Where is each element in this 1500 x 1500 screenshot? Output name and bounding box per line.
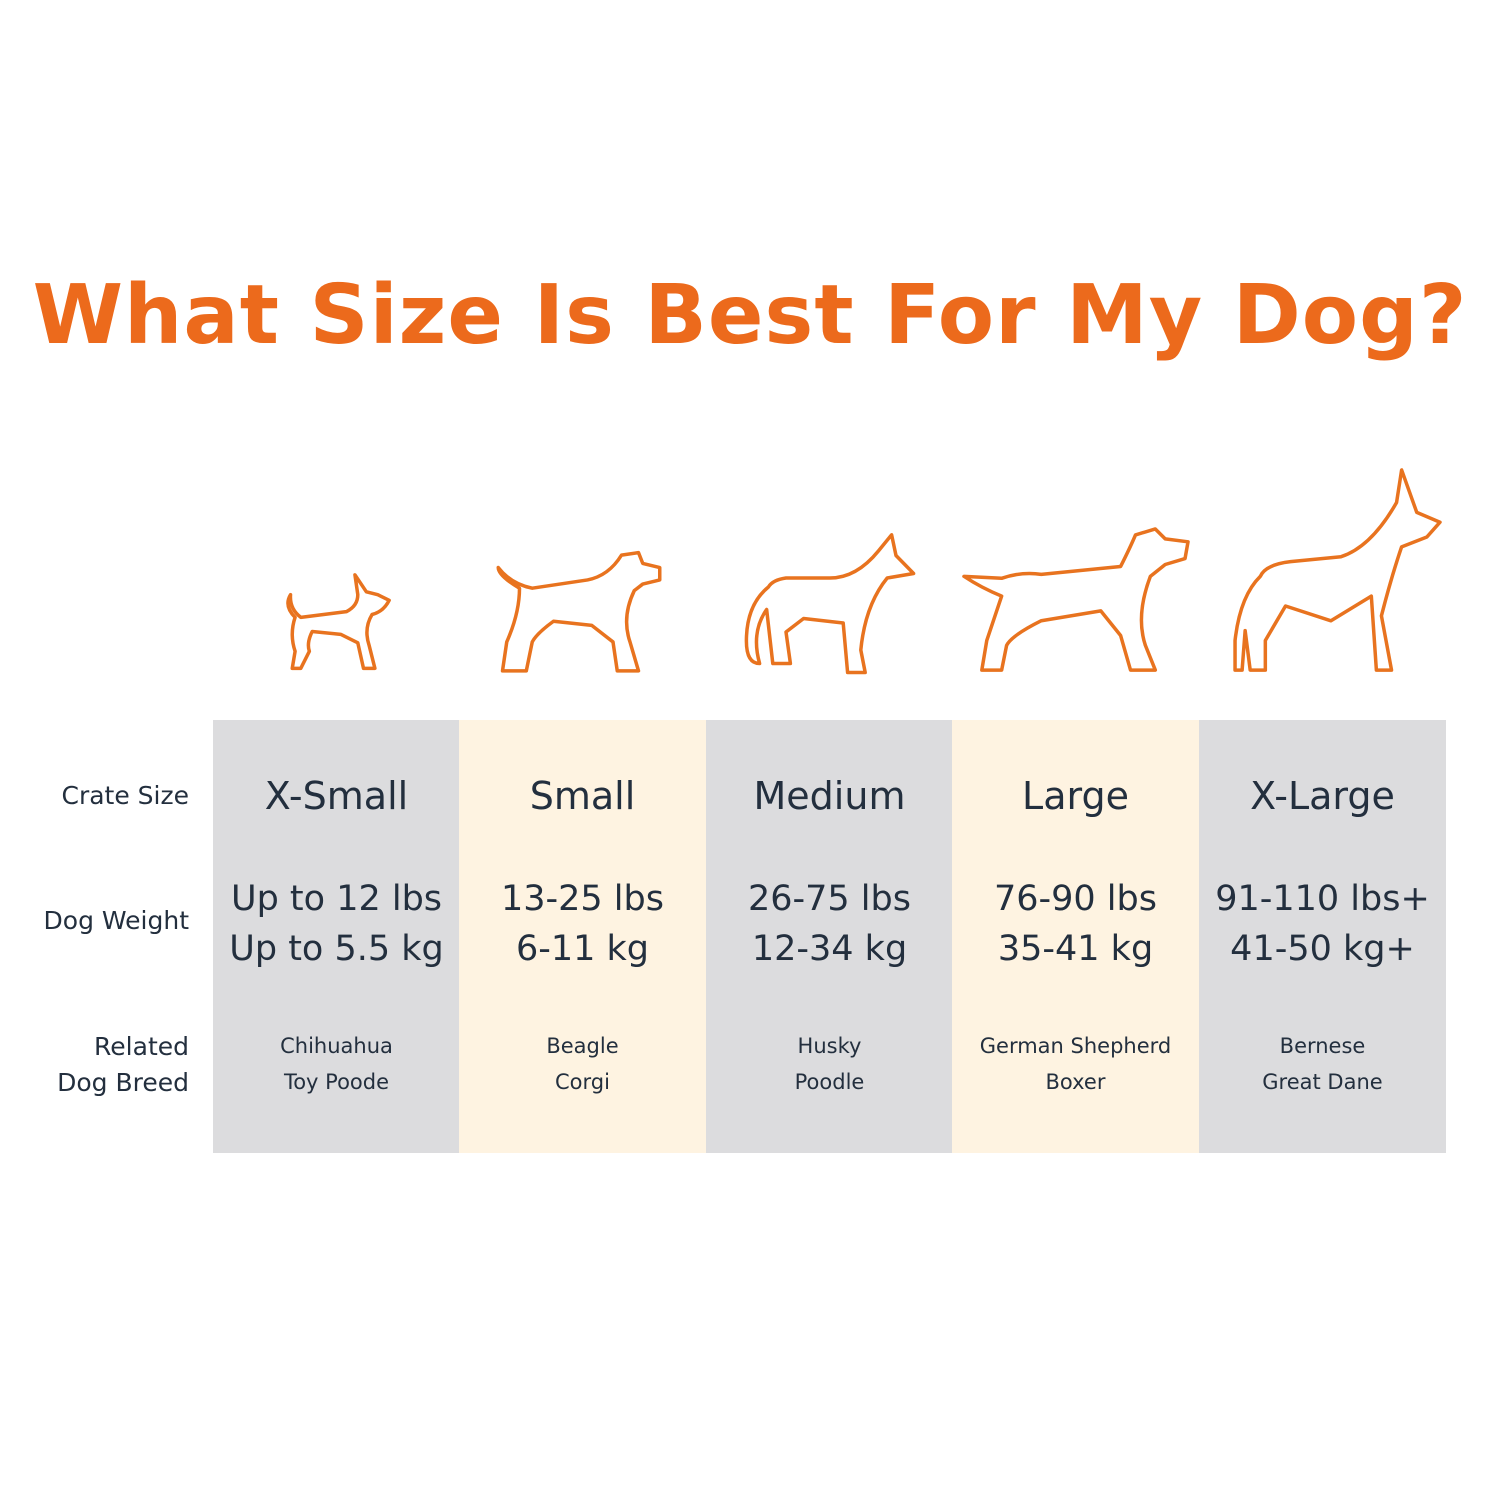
related-breeds: German Shepherd Boxer [952,1028,1199,1100]
crate-size: Large [1022,774,1129,818]
row-label-dog-weight: Dog Weight [43,906,189,935]
dog-weight: Up to 12 lbs Up to 5.5 kg [213,874,460,974]
beagle-outline-icon [494,551,664,675]
size-column-large: Large 76-90 lbs 35-41 kg German Shepherd B… [952,720,1199,1153]
weight-lbs: Up to 12 lbs [230,879,443,919]
weight-kg: 6-11 kg [515,929,650,969]
breed: Toy Poode [283,1070,390,1094]
breed: Great Dane [1262,1070,1383,1094]
row-label-breed-line1: Related [94,1032,189,1061]
breed: Poodle [794,1070,865,1094]
weight-lbs: 76-90 lbs [993,879,1157,919]
weight-lbs: 91-110 lbs+ [1215,879,1430,919]
size-column-xlarge: X-Large 91-110 lbs+ 41-50 kg+ Bernese Grea… [1199,720,1446,1153]
weight-lbs: 26-75 lbs [747,879,911,919]
page-title: What Size Is Best For My Dog? [32,268,1468,363]
breed: Boxer [1045,1070,1106,1094]
dog-weight: 76-90 lbs 35-41 kg [952,874,1199,974]
size-column-xsmall: X-Small Up to 12 lbs Up to 5.5 kg Chihuah… [213,720,460,1153]
breed: Husky [797,1034,862,1058]
related-breeds: Beagle Corgi [459,1028,706,1100]
breed: Beagle [546,1034,619,1058]
weight-lbs: 13-25 lbs [500,879,664,919]
great-dane-outline-icon [1230,468,1442,675]
related-breeds: Bernese Great Dane [1199,1028,1446,1100]
breed: Chihuahua [280,1034,393,1058]
dog-weight: 13-25 lbs 6-11 kg [459,874,706,974]
size-column-small: Small 13-25 lbs 6-11 kg Beagle Corgi [459,720,706,1153]
crate-size: X-Large [1250,774,1395,818]
breed: German Shepherd [979,1034,1172,1058]
size-column-medium: Medium 26-75 lbs 12-34 kg Husky Poodle [706,720,953,1153]
breed: Bernese [1279,1034,1366,1058]
dog-weight: 26-75 lbs 12-34 kg [706,874,953,974]
weight-kg: 12-34 kg [751,929,908,969]
dog-weight: 91-110 lbs+ 41-50 kg+ [1199,874,1446,974]
chihuahua-outline-icon [278,572,392,674]
row-label-crate-size: Crate Size [61,781,189,810]
weight-kg: 35-41 kg [997,929,1154,969]
crate-size: X-Small [264,774,409,818]
crate-size: Small [529,774,636,818]
retriever-outline-icon [962,527,1190,675]
row-label-breed-line2: Dog Breed [57,1068,189,1097]
breed: Corgi [555,1070,610,1094]
husky-outline-icon [742,533,918,677]
related-breeds: Chihuahua Toy Poode [213,1028,460,1100]
row-label-related-breed: Related Dog Breed [57,1029,189,1101]
related-breeds: Husky Poodle [706,1028,953,1100]
crate-size: Medium [753,774,906,818]
weight-kg: 41-50 kg+ [1230,929,1415,969]
weight-kg: Up to 5.5 kg [229,929,444,969]
